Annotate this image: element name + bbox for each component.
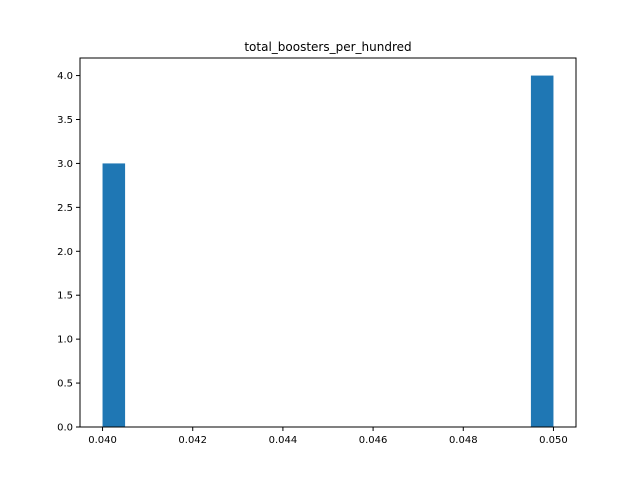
x-tick-label: 0.048 bbox=[449, 435, 478, 446]
y-tick-label: 0.5 bbox=[57, 379, 73, 390]
y-tick-label: 3.5 bbox=[57, 115, 73, 126]
x-tick-label: 0.046 bbox=[359, 435, 388, 446]
y-tick-label: 1.5 bbox=[57, 291, 73, 302]
axes-layer: 0.040 0.042 0.044 0.046 0.048 0.050 0.0 0.5 1.0 1… bbox=[57, 57, 577, 446]
bars-layer bbox=[102, 75, 554, 428]
y-tick-label: 2.5 bbox=[57, 203, 73, 214]
chart-title: total_boosters_per_hundred bbox=[244, 40, 411, 54]
y-tick-label: 0.0 bbox=[57, 423, 73, 434]
y-tick-label: 1.0 bbox=[57, 335, 73, 346]
plot-frame bbox=[79, 57, 577, 428]
x-tick-label: 0.044 bbox=[269, 435, 298, 446]
y-tick-label: 2.0 bbox=[57, 247, 73, 258]
x-tick-label: 0.040 bbox=[88, 435, 117, 446]
histogram-bar-0 bbox=[102, 163, 126, 427]
x-tick-label: 0.050 bbox=[539, 435, 568, 446]
x-tick-label: 0.042 bbox=[178, 435, 207, 446]
histogram-bar-1 bbox=[530, 75, 554, 428]
y-tick-label: 3.0 bbox=[57, 159, 73, 170]
y-tick-label: 4.0 bbox=[57, 71, 73, 82]
